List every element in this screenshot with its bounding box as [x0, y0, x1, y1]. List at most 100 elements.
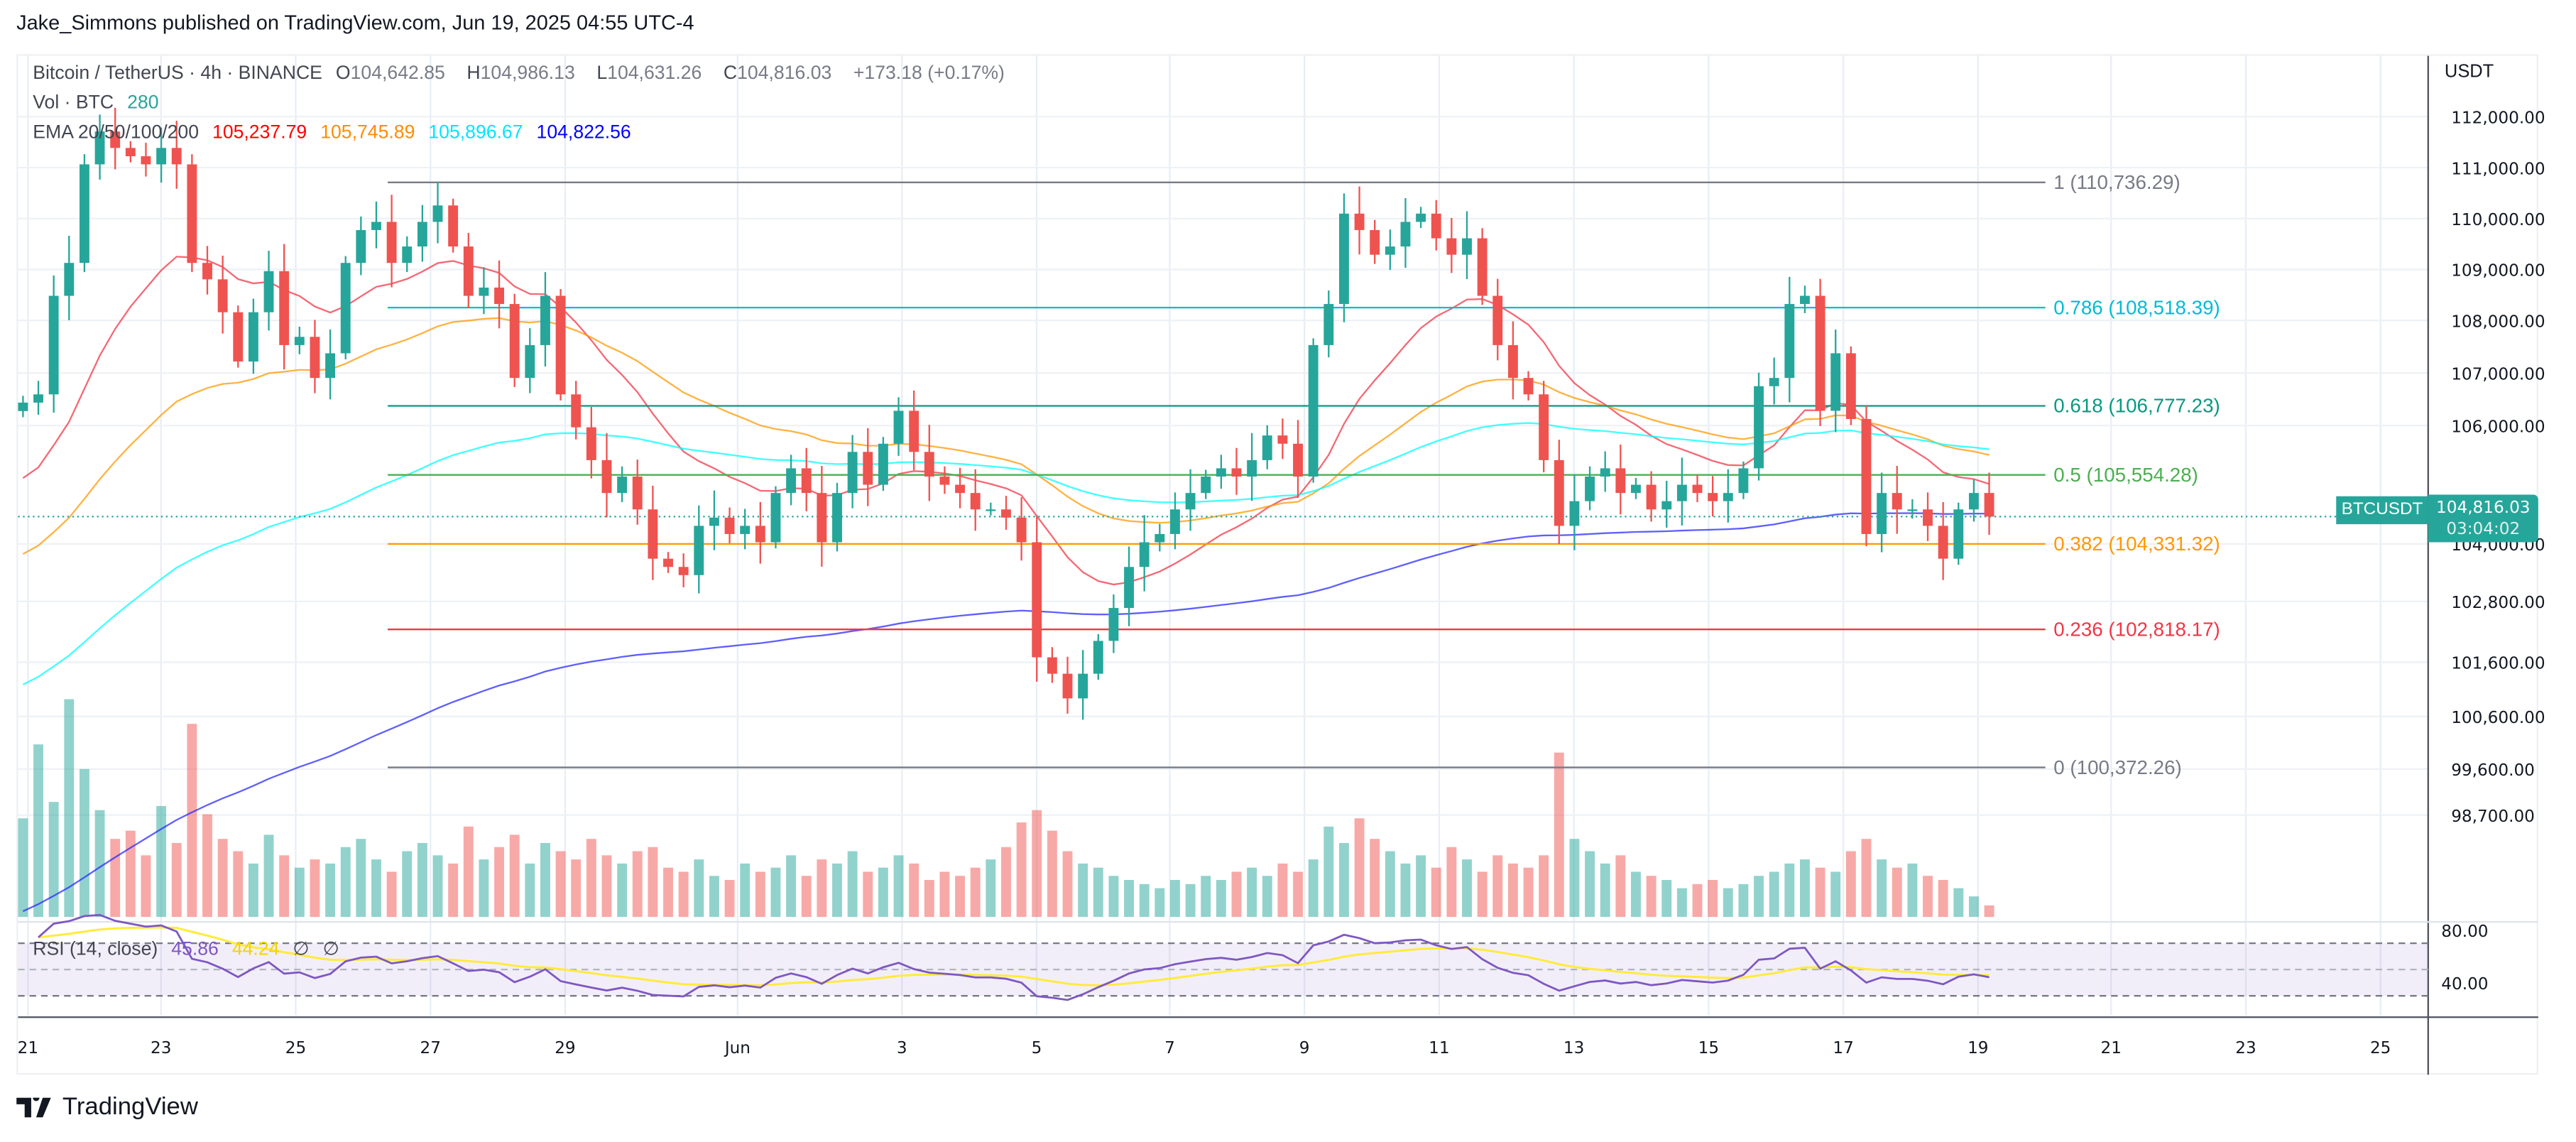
candle: [48, 275, 59, 413]
candle-body: [279, 271, 290, 345]
volume-bar: [217, 839, 228, 918]
volume-bar: [64, 699, 75, 918]
time-tick-label: 3: [897, 1039, 907, 1057]
ema50-line: [22, 317, 1990, 555]
candle: [1416, 207, 1426, 228]
rsi-tick-label: 80.00: [2441, 923, 2488, 941]
candle-body: [325, 353, 336, 379]
candle: [1139, 515, 1150, 592]
volume-bar: [1032, 810, 1042, 918]
volume-bar: [356, 839, 366, 918]
candle: [356, 216, 366, 276]
volume-bar: [187, 724, 197, 918]
candle: [1201, 469, 1211, 499]
candle-body: [1201, 477, 1211, 494]
volume-legend[interactable]: Vol · BTC 280: [33, 94, 167, 114]
candle: [648, 485, 658, 580]
volume-bar: [1923, 876, 1933, 918]
candle: [1523, 371, 1534, 401]
time-tick-label: 21: [2101, 1039, 2122, 1057]
candle: [1324, 290, 1334, 358]
volume-bar: [1247, 867, 1257, 918]
candle: [878, 437, 888, 491]
volume-bar: [1799, 859, 1810, 918]
volume-bar: [770, 867, 781, 918]
candle-body: [1032, 542, 1042, 658]
volume-bar: [1953, 888, 1964, 918]
candle-body: [402, 246, 413, 263]
candle-body: [694, 526, 704, 575]
candle: [448, 198, 459, 253]
candle: [817, 465, 827, 567]
candle: [1569, 474, 1580, 550]
candle: [893, 397, 904, 456]
candle: [601, 433, 612, 518]
candle: [909, 390, 919, 471]
currency-button[interactable]: USDT: [2444, 62, 2494, 82]
candle: [1001, 496, 1011, 530]
candle-body: [1815, 295, 1825, 411]
volume-bar: [678, 871, 689, 918]
candle-body: [939, 477, 950, 485]
volume-bar: [1338, 842, 1349, 918]
volume-bar: [755, 871, 765, 918]
candle: [1124, 546, 1134, 626]
candle: [187, 154, 197, 273]
candle: [1845, 346, 1856, 425]
candle-body: [156, 148, 167, 165]
volume-bar: [817, 859, 827, 918]
fib-level-label: 0.382 (104,331.32): [2053, 533, 2220, 555]
volume-bar: [1845, 851, 1856, 918]
candle-body: [1507, 344, 1518, 379]
candle-body: [601, 459, 612, 494]
candle-body: [986, 509, 996, 511]
volume-bar: [1139, 883, 1150, 918]
volume-bar: [1600, 863, 1610, 918]
volume-bar: [1523, 867, 1534, 918]
volume-bar: [694, 859, 704, 918]
candle-body: [141, 156, 151, 165]
candle-body: [1231, 468, 1242, 477]
candle: [294, 327, 305, 354]
volume-bar: [1554, 752, 1564, 918]
candle-body: [1093, 641, 1103, 674]
rsi-legend[interactable]: RSI (14, close) 45.86 44.24 ∅ ∅: [33, 937, 347, 959]
time-tick-label: 11: [1429, 1039, 1449, 1057]
volume-bar: [1216, 880, 1226, 918]
volume-bar: [1446, 847, 1457, 918]
volume-bar: [1676, 888, 1687, 918]
candle: [740, 509, 751, 550]
candle: [1370, 219, 1380, 264]
candle: [939, 466, 950, 494]
candle: [724, 507, 735, 543]
volume-bar: [1231, 871, 1242, 918]
volume-bar: [33, 744, 43, 918]
candle-body: [432, 205, 443, 222]
volume-bar: [740, 863, 751, 918]
ema-legend[interactable]: EMA 20/50/100/200 105,237.79 105,745.89 …: [33, 124, 639, 143]
candle: [663, 552, 673, 573]
candle-body: [540, 295, 550, 345]
volume-bar: [540, 842, 550, 918]
candle-body: [263, 271, 274, 312]
candle: [1093, 633, 1103, 680]
candle: [1492, 278, 1503, 361]
symbol-name[interactable]: Bitcoin / TetherUS · 4h · BINANCE: [33, 64, 322, 85]
candle-body: [248, 312, 258, 362]
tradingview-logo[interactable]: TradingView: [16, 1093, 198, 1121]
volume-bar: [432, 855, 443, 918]
candle-body: [970, 493, 981, 510]
publisher-line: Jake_Simmons published on TradingView.co…: [16, 11, 694, 35]
candle-body: [1277, 435, 1288, 444]
candle: [1708, 476, 1718, 517]
volume-bar: [1170, 880, 1180, 918]
symbol-legend[interactable]: Bitcoin / TetherUS · 4h · BINANCE O104,6…: [33, 64, 1013, 84]
candle-body: [1738, 468, 1749, 494]
candle: [125, 141, 136, 163]
candle-body: [233, 312, 244, 362]
candle: [1938, 502, 1948, 580]
candle: [1293, 420, 1303, 499]
candle-body: [1523, 378, 1534, 395]
